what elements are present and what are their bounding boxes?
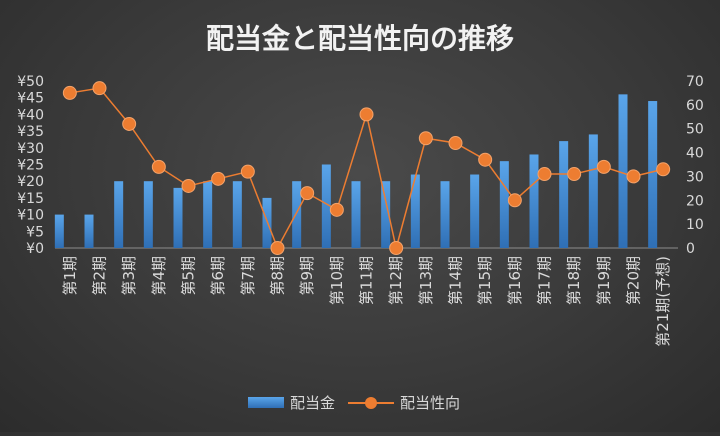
x-tick-label: 第12期: [387, 256, 405, 305]
line-point: [567, 167, 582, 182]
y-left-tick-label: ¥45: [17, 91, 44, 107]
legend-label-line: 配当性向: [400, 394, 460, 412]
line-point: [211, 171, 226, 186]
line-point: [300, 186, 315, 201]
y-left-tick-label: ¥10: [17, 208, 44, 224]
line-point: [62, 85, 77, 100]
y-left-tick-label: ¥15: [17, 191, 44, 207]
x-tick-label: 第4期: [150, 256, 168, 296]
x-tick-label: 第13期: [417, 256, 435, 305]
y-axis-right: 0 10 20 30 40 50 60 70: [686, 74, 704, 257]
legend: 配当金 配当性向: [248, 394, 460, 412]
line-point: [92, 81, 107, 96]
bar: [440, 181, 450, 248]
y-right-tick-label: 10: [686, 217, 704, 233]
bar: [648, 101, 658, 248]
y-left-tick-label: ¥25: [17, 158, 44, 174]
x-tick-label: 第18期: [565, 256, 583, 305]
line-point: [626, 169, 641, 184]
y-right-tick-label: 0: [686, 241, 695, 257]
bar: [470, 174, 480, 248]
bar: [232, 181, 242, 248]
x-tick-label: 第5期: [180, 256, 198, 296]
bar: [143, 181, 153, 248]
y-left-tick-label: ¥50: [17, 74, 44, 90]
line-point: [329, 202, 344, 217]
x-tick-label: 第20期: [625, 256, 643, 305]
legend-swatch-marker: [365, 397, 377, 409]
x-tick-label: 第8期: [269, 256, 287, 296]
y-right-tick-label: 30: [686, 169, 704, 185]
line-point: [418, 131, 433, 146]
x-tick-label: 第16期: [506, 256, 524, 305]
line-series: [62, 81, 671, 255]
y-right-tick-label: 40: [686, 146, 704, 162]
bar: [381, 181, 391, 248]
x-tick-label: 第11期: [358, 256, 376, 305]
bar: [559, 141, 569, 248]
line-point: [507, 193, 522, 208]
legend-label-bar: 配当金: [290, 394, 335, 412]
x-tick-label: 第3期: [120, 256, 138, 296]
line-point: [478, 152, 493, 167]
bar: [203, 181, 213, 248]
line-point: [270, 241, 285, 255]
bar: [351, 181, 361, 248]
x-tick-label: 第1期: [61, 256, 79, 296]
bar-series: [54, 94, 658, 248]
y-left-tick-label: ¥0: [26, 241, 44, 257]
legend-swatch-bar: [248, 397, 284, 408]
line-point: [448, 136, 463, 151]
bar: [173, 187, 183, 248]
line-point: [181, 178, 196, 193]
x-tick-label: 第10期: [328, 256, 346, 305]
chart-title: 配当金と配当性向の推移: [206, 22, 514, 55]
y-axis-left: ¥0¥5¥10¥15¥20¥25¥30¥35¥40¥45¥50: [17, 74, 44, 257]
bar: [618, 94, 628, 248]
y-left-tick-label: ¥5: [26, 224, 44, 240]
bar: [588, 134, 598, 248]
line-point: [151, 159, 166, 174]
x-tick-label: 第15期: [476, 256, 494, 305]
line-point: [656, 162, 671, 177]
x-tick-label: 第9期: [298, 256, 316, 296]
y-left-tick-label: ¥40: [17, 107, 44, 123]
x-tick-label: 第21期(予想): [654, 256, 672, 347]
bar: [292, 181, 302, 248]
line-point: [240, 164, 255, 179]
bar: [54, 214, 64, 248]
line-point: [389, 241, 404, 255]
y-left-tick-label: ¥30: [17, 141, 44, 157]
y-right-tick-label: 70: [686, 74, 704, 90]
x-axis: 第1期 第2期 第3期 第4期 第5期 第6期 第7期 第8期 第9期 第10期 第11期 第12期第…: [55, 247, 678, 347]
line-point: [122, 116, 137, 131]
x-tick-label: 第6期: [209, 256, 227, 296]
x-tick-label: 第7期: [239, 256, 257, 296]
x-tick-label: 第14期: [447, 256, 465, 305]
bar: [321, 164, 331, 248]
bar: [410, 174, 420, 248]
bar: [84, 214, 94, 248]
y-right-tick-label: 50: [686, 122, 704, 138]
line-point: [537, 167, 552, 182]
bar: [499, 161, 509, 248]
bar: [529, 154, 539, 248]
line-point: [359, 107, 374, 122]
bar: [114, 181, 124, 248]
x-tick-label: 第17期: [536, 256, 554, 305]
y-right-tick-label: 60: [686, 98, 704, 114]
x-tick-label: 第19期: [595, 256, 613, 305]
y-left-tick-label: ¥35: [17, 124, 44, 140]
x-tick-label: 第2期: [91, 256, 109, 296]
line-point: [596, 159, 611, 174]
y-right-tick-label: 20: [686, 193, 704, 209]
y-left-tick-label: ¥20: [17, 174, 44, 190]
